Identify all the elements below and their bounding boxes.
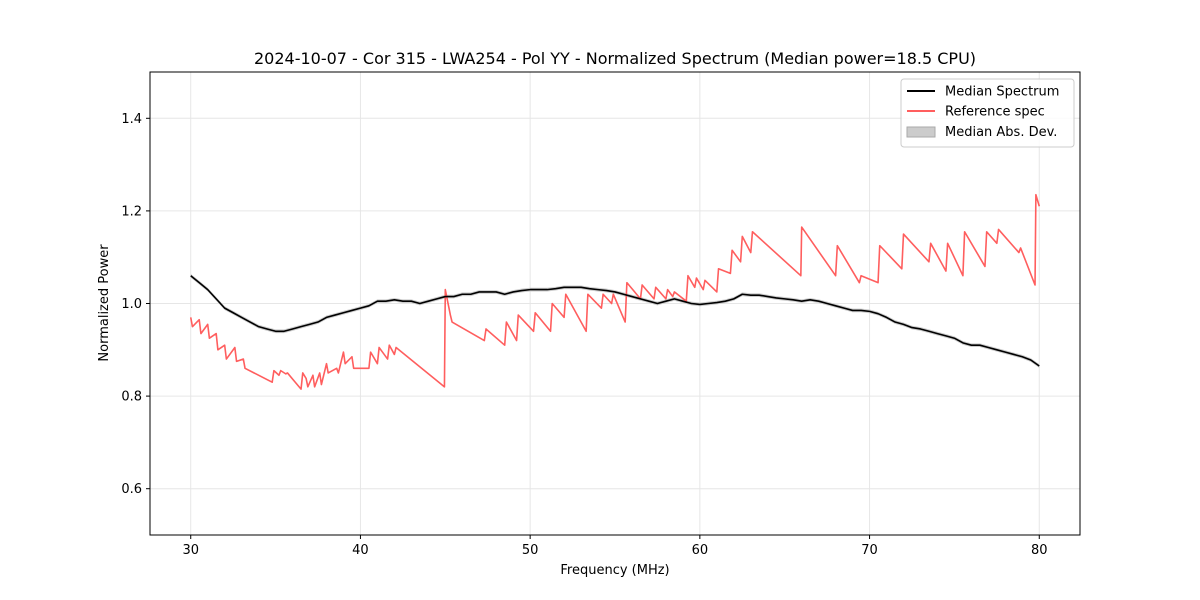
y-axis-label: Normalized Power <box>97 244 112 362</box>
y-tick-label: 0.8 <box>121 390 142 405</box>
y-tick-label: 1.2 <box>121 204 142 219</box>
chart-title: 2024-10-07 - Cor 315 - LWA254 - Pol YY -… <box>254 49 976 68</box>
x-tick-label: 70 <box>861 543 878 558</box>
legend-median-abs-dev-label: Median Abs. Dev. <box>945 125 1057 140</box>
y-tick-label: 1.0 <box>121 297 142 312</box>
legend-box <box>900 78 1075 148</box>
legend-reference-spec-label: Reference spec <box>945 105 1045 120</box>
y-tick-label: 0.6 <box>121 482 142 497</box>
series-layer <box>189 193 1041 390</box>
x-axis-label: Frequency (MHz) <box>560 563 669 578</box>
x-tick-label: 40 <box>352 543 369 558</box>
ticks: 30 40 50 60 70 80 0.6 0.8 1.0 1.2 1.4 <box>121 112 1047 558</box>
x-tick-label: 60 <box>692 543 709 558</box>
legend-median-spectrum-label: Median Spectrum <box>945 85 1059 100</box>
x-tick-label: 50 <box>522 543 539 558</box>
series-reference-spec-line <box>189 193 1041 390</box>
legend: Median Spectrum Reference spec Median Ab… <box>900 78 1075 148</box>
series-median-spectrum-line <box>190 275 1040 367</box>
y-tick-label: 1.4 <box>121 112 142 127</box>
x-tick-label: 80 <box>1031 543 1048 558</box>
x-tick-label: 30 <box>182 543 199 558</box>
legend-median-abs-dev-swatch <box>906 126 936 138</box>
